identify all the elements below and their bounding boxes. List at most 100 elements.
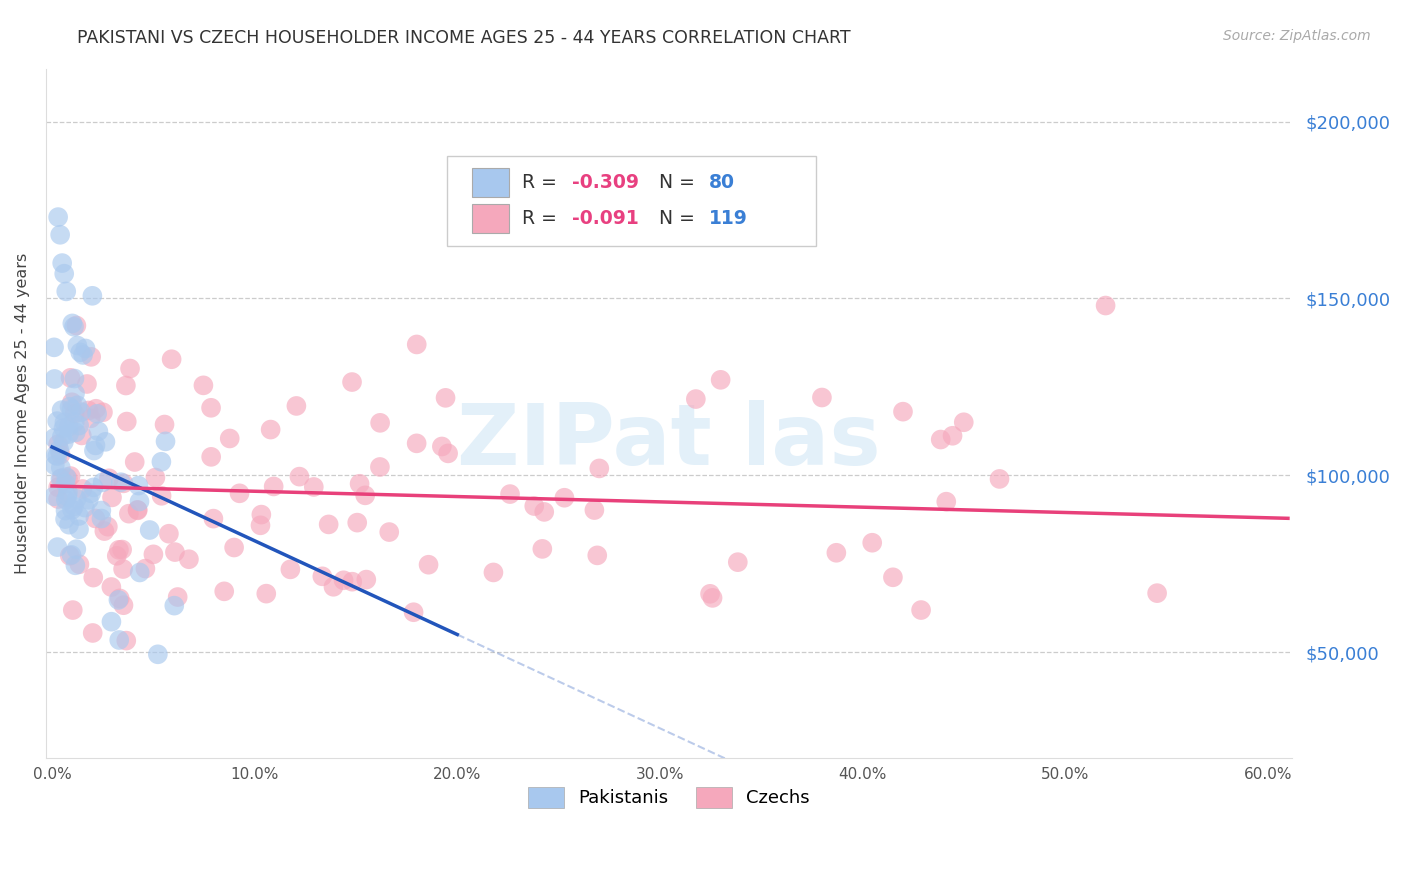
Point <box>112 598 135 612</box>
Point <box>93 524 115 538</box>
Point <box>224 541 246 555</box>
Point <box>177 552 200 566</box>
Point <box>115 415 138 429</box>
Point <box>53 415 76 429</box>
Point <box>53 512 76 526</box>
Y-axis label: Householder Income Ages 25 - 44 years: Householder Income Ages 25 - 44 years <box>15 252 30 574</box>
Point <box>134 561 156 575</box>
Point <box>75 342 97 356</box>
Point <box>69 345 91 359</box>
Point <box>60 548 83 562</box>
Point <box>250 508 273 522</box>
Point <box>318 517 340 532</box>
Point <box>91 475 114 490</box>
Point <box>107 593 129 607</box>
Point <box>127 503 149 517</box>
Point <box>70 428 93 442</box>
Point <box>59 371 82 385</box>
Point <box>77 492 100 507</box>
Point <box>145 470 167 484</box>
Point <box>77 403 100 417</box>
Point <box>988 472 1011 486</box>
Point <box>44 372 66 386</box>
Point <box>285 399 308 413</box>
Point <box>59 549 82 563</box>
Point <box>402 605 425 619</box>
Point <box>166 590 188 604</box>
Point <box>860 535 883 549</box>
Point <box>86 407 108 421</box>
Point <box>73 500 96 515</box>
Point <box>44 458 66 473</box>
Point <box>482 566 505 580</box>
Point <box>935 494 957 508</box>
Point <box>90 503 112 517</box>
Point <box>405 436 427 450</box>
Point <box>499 487 522 501</box>
Point <box>46 449 69 463</box>
Point <box>150 489 173 503</box>
Point <box>108 542 131 557</box>
Point <box>288 469 311 483</box>
Point <box>83 480 105 494</box>
Point <box>346 516 368 530</box>
Point <box>127 503 149 517</box>
Point <box>46 491 69 506</box>
Point <box>356 573 378 587</box>
Point <box>155 434 177 449</box>
Point <box>63 319 86 334</box>
Point <box>115 633 138 648</box>
Point <box>49 472 72 486</box>
Point <box>405 337 427 351</box>
Text: -0.309: -0.309 <box>572 173 638 192</box>
Point <box>200 401 222 415</box>
Point <box>60 395 83 409</box>
Point <box>588 461 610 475</box>
Point <box>342 574 364 589</box>
Point <box>66 491 89 506</box>
Point <box>146 648 169 662</box>
Text: Source: ZipAtlas.com: Source: ZipAtlas.com <box>1223 29 1371 43</box>
Point <box>160 352 183 367</box>
Point <box>322 580 344 594</box>
Bar <box>472 168 509 197</box>
Point <box>46 480 69 494</box>
Point <box>811 391 834 405</box>
Point <box>66 338 89 352</box>
Point <box>56 490 79 504</box>
Point <box>302 480 325 494</box>
Point <box>118 361 141 376</box>
Text: N =: N = <box>647 173 700 192</box>
Point <box>60 402 83 417</box>
Point <box>56 472 79 486</box>
Point <box>228 486 250 500</box>
Point <box>84 438 107 452</box>
Point <box>70 405 93 419</box>
Point <box>67 418 90 433</box>
Point <box>702 591 724 605</box>
Text: R =: R = <box>522 209 562 227</box>
Point <box>52 435 75 450</box>
Point <box>58 400 80 414</box>
Point <box>523 499 546 513</box>
Point <box>128 494 150 508</box>
FancyBboxPatch shape <box>447 156 815 246</box>
Point <box>60 317 83 331</box>
Point <box>65 558 87 573</box>
Point <box>553 491 575 505</box>
Text: R =: R = <box>522 173 562 192</box>
Point <box>91 405 114 419</box>
Point <box>368 460 391 475</box>
Point <box>124 455 146 469</box>
Point <box>63 407 86 421</box>
Point <box>58 419 80 434</box>
Point <box>311 569 333 583</box>
Point <box>1094 299 1116 313</box>
Point <box>66 398 89 412</box>
Point <box>63 386 86 401</box>
Point <box>263 479 285 493</box>
Point <box>49 460 72 475</box>
Point <box>699 587 721 601</box>
Point <box>430 440 453 454</box>
Point <box>87 425 110 439</box>
